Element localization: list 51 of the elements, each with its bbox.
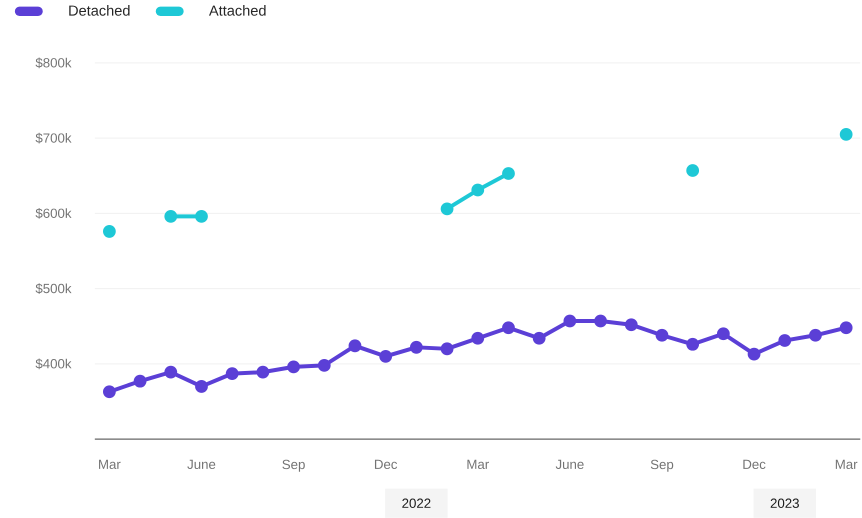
x-tick-label: Mar xyxy=(836,460,858,470)
point xyxy=(748,348,760,360)
point xyxy=(102,225,116,238)
point xyxy=(226,367,239,380)
point xyxy=(809,328,822,342)
y-tick-label: $400k xyxy=(36,358,72,370)
x-tick-label: Sep xyxy=(282,460,305,472)
point xyxy=(656,328,668,342)
point xyxy=(164,210,178,223)
x-tick-label: June xyxy=(556,460,584,470)
y-tick-label: $800k xyxy=(36,58,72,68)
x-tick-label: Sep xyxy=(650,460,674,472)
point xyxy=(840,128,853,141)
point xyxy=(532,332,546,345)
point xyxy=(287,360,300,374)
point xyxy=(102,385,116,398)
point xyxy=(164,366,178,379)
legend-label: Attached xyxy=(208,5,266,16)
point xyxy=(256,366,270,379)
point xyxy=(318,359,331,372)
point xyxy=(348,339,362,352)
point xyxy=(410,340,423,354)
point xyxy=(502,167,515,180)
point xyxy=(440,202,454,216)
y-tick-label: $600k xyxy=(36,208,72,219)
point xyxy=(594,314,607,328)
point xyxy=(471,332,484,345)
point xyxy=(502,321,515,334)
legend-label: Detached xyxy=(69,5,130,16)
point xyxy=(686,338,700,351)
x-tick-label: Dec xyxy=(374,460,398,470)
point xyxy=(134,374,146,388)
point xyxy=(440,342,454,356)
x-tick-label: Mar xyxy=(467,460,489,470)
x-tick-label: Mar xyxy=(99,460,121,470)
point xyxy=(195,380,208,393)
point xyxy=(195,210,208,223)
y-tick-label: $500k xyxy=(36,283,72,294)
y-tick-label: $700k xyxy=(36,132,72,144)
point xyxy=(716,327,730,340)
x-tick-label: June xyxy=(187,460,216,470)
text: 2022 xyxy=(402,498,430,508)
point xyxy=(624,318,638,332)
point xyxy=(379,350,392,363)
point xyxy=(563,314,576,328)
point xyxy=(778,334,792,347)
point xyxy=(471,184,484,196)
point xyxy=(840,321,853,334)
text: 2023 xyxy=(770,498,799,508)
x-tick-label: Dec xyxy=(743,460,766,470)
point xyxy=(686,164,700,177)
